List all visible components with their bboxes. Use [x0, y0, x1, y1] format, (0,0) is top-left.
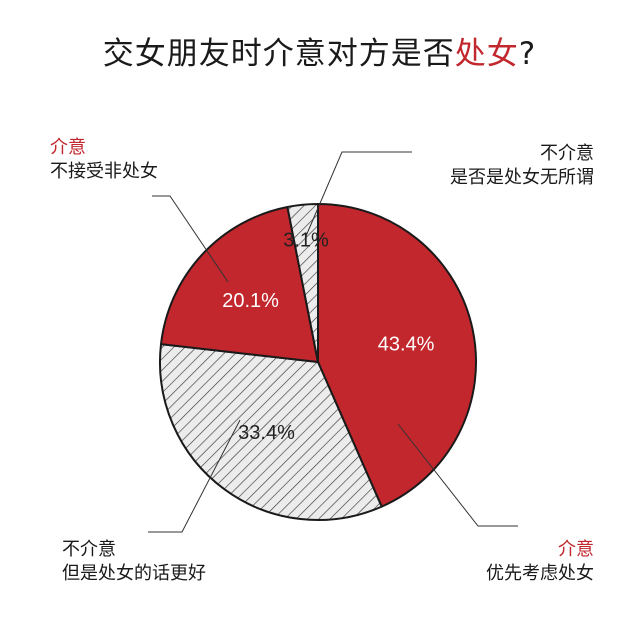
percentage-label: 20.1%	[222, 290, 279, 312]
callout-not-mind-label: 不介意	[540, 143, 594, 164]
callout-description: 但是处女的话更好	[62, 563, 206, 584]
slice-prefer-virgin	[317, 203, 477, 508]
percentage-labels: 43.4% 33.4% 20.1% 3.1%	[222, 229, 434, 444]
callout-not-accept-nonvirgin: 介意 不接受非处女	[50, 136, 158, 184]
callout-prefer-virgin: 介意 优先考虑处女	[462, 538, 594, 586]
title-suffix: ?	[518, 36, 537, 72]
slice-indifferent	[286, 203, 319, 363]
callout-mind-label: 介意	[50, 137, 86, 158]
leader-line	[152, 195, 229, 283]
callout-better-if-virgin: 不介意 但是处女的话更好	[62, 538, 206, 586]
callout-description: 不接受非处女	[50, 161, 158, 182]
chart-title: 交女朋友时介意对方是否处女?	[0, 28, 639, 73]
percentage-label: 3.1%	[283, 229, 329, 251]
callout-indifferent: 不介意 是否是处女无所谓	[414, 142, 594, 190]
slice-not-accept-nonvirgin	[160, 205, 319, 363]
percentage-label: 43.4%	[378, 334, 435, 356]
title-prefix: 交女朋友时介意对方是否	[102, 36, 455, 72]
percentage-label: 33.4%	[238, 422, 295, 444]
callout-mind-label: 介意	[558, 539, 594, 560]
callout-description: 是否是处女无所谓	[450, 167, 594, 188]
callout-not-mind-label: 不介意	[62, 539, 116, 560]
title-highlight: 处女	[454, 36, 519, 72]
leader-line	[148, 419, 241, 533]
pie-slices	[159, 203, 477, 521]
callout-description: 优先考虑处女	[486, 563, 594, 584]
leader-line	[397, 423, 518, 527]
leader-lines	[148, 151, 518, 533]
slice-better-if-virgin	[159, 343, 383, 521]
leader-line	[305, 151, 412, 237]
